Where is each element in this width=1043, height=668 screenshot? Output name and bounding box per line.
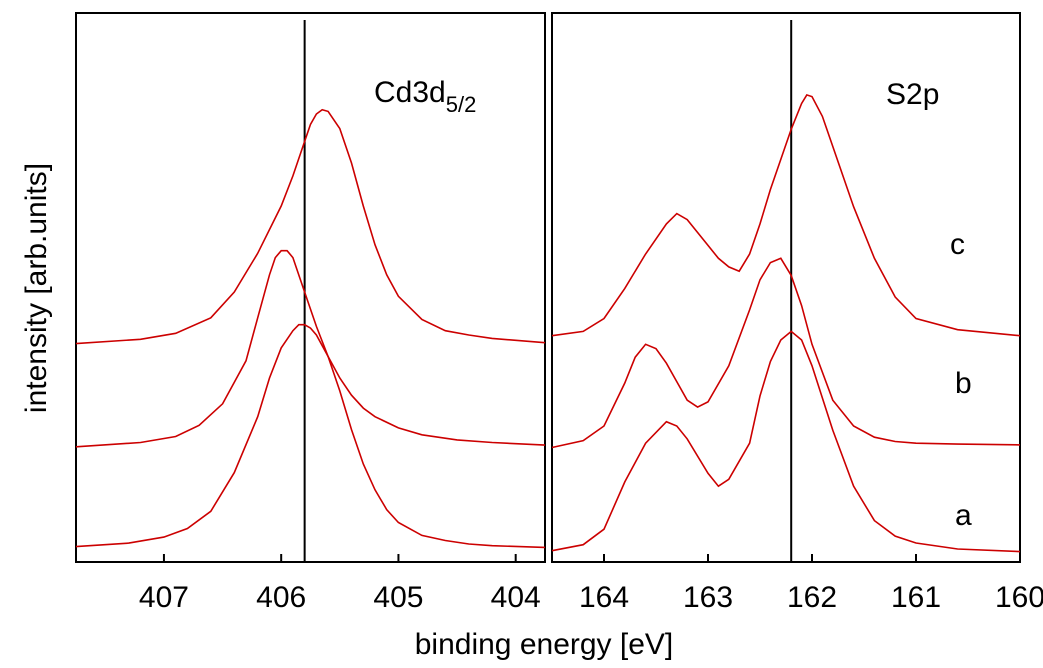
curve-b [551, 257, 1021, 449]
y-axis-title: intensity [arb.units] [20, 163, 53, 413]
panel-2: 164 163 162 161 160 a b c S2p [551, 12, 1043, 614]
curve-c [551, 93, 1021, 337]
panel-label: Cd3d5/2 [374, 76, 476, 117]
x-tick-label: 404 [491, 581, 541, 614]
curve-label-a: a [955, 499, 972, 532]
panel-frame [551, 12, 1021, 563]
x-tick-label: 160 [995, 581, 1043, 614]
x-tick-label: 407 [139, 581, 189, 614]
x-tick-label: 162 [787, 581, 837, 614]
x-tick-label: 161 [891, 581, 941, 614]
curve-a [551, 330, 1021, 553]
curve-label-b: b [955, 367, 972, 400]
curve-a [75, 323, 546, 549]
curve-b [75, 249, 546, 448]
x-tick-label: 164 [579, 581, 629, 614]
curve-c [75, 108, 546, 345]
panel-1: 407 406 405 404 Cd3d5/2 [75, 12, 546, 614]
curve-label-c: c [950, 228, 965, 261]
x-axis-title: binding energy [eV] [415, 628, 674, 661]
panel-label: S2p [886, 78, 939, 111]
chart-panels: 407 406 405 404 Cd3d5/2 164 163 162 161 160 a b c S2p [75, 12, 1043, 614]
x-tick-label: 406 [256, 581, 306, 614]
panel-frame [75, 12, 546, 563]
x-tick-label: 163 [683, 581, 733, 614]
x-tick-label: 405 [373, 581, 423, 614]
